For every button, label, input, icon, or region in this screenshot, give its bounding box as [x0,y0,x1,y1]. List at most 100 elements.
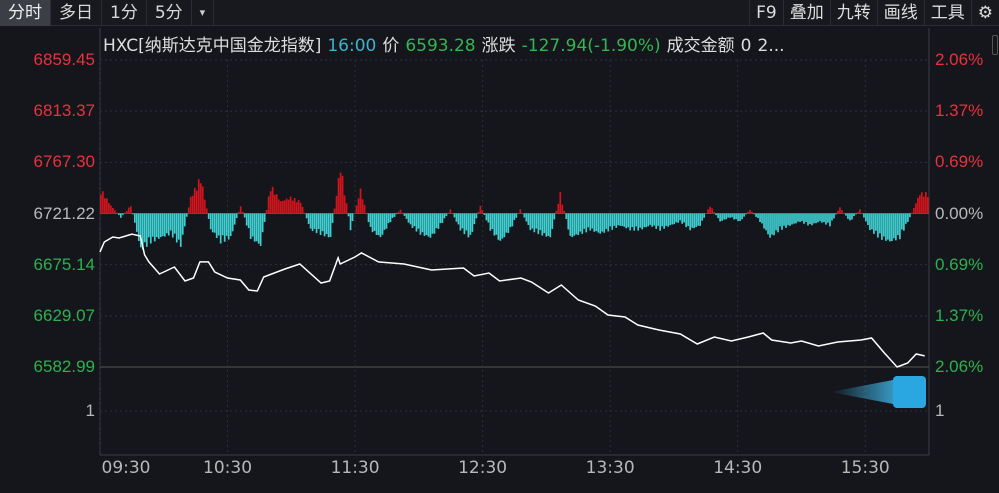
bar-down [207,213,210,219]
bar-down [349,213,352,231]
tools-button[interactable]: 工具 [923,0,971,26]
bar-up [913,207,915,214]
bar-down [883,213,885,237]
x-tick-label: 11:30 [330,458,380,478]
more-info: 2... [757,36,785,56]
bar-down [889,213,891,242]
bar-down [799,213,801,222]
tab-multi-day[interactable]: 多日 [51,0,102,26]
bar-down [419,213,422,235]
bar-down [523,213,526,218]
pct-tick-label: 1.37% [935,305,984,325]
bar-up [839,207,841,214]
bar-down [151,213,154,237]
f9-button[interactable]: F9 [749,0,783,26]
bar-down [153,213,156,242]
bar-down [691,213,693,228]
bar-down [795,213,797,224]
bar-up [357,198,360,214]
bar-down [833,213,835,219]
bar-down [219,213,222,244]
y-tick-label: 6767.30 [33,152,95,172]
tab-intraday[interactable]: 分时 [0,0,51,26]
bar-up [275,194,278,214]
bar-down [163,213,166,237]
y-tick-label: 6629.07 [33,305,95,325]
y-tick-label: 6675.14 [33,254,95,274]
bar-down [379,213,382,238]
bar-down [767,213,769,235]
bar-down [689,213,691,231]
bar-down [457,213,460,225]
bar-up [707,209,709,214]
bar-down [909,213,911,218]
bar-down [727,213,729,218]
bar-up [289,196,292,214]
bar-down [885,213,887,241]
bar-down [509,213,512,228]
draw-line-button[interactable]: 画线 [876,0,924,26]
bar-up [299,202,302,214]
bar-down [643,213,646,228]
bar-up [100,194,102,214]
bar-down [867,213,869,226]
bar-down [445,213,448,217]
bar-down [413,213,416,227]
bar-down [441,213,444,223]
bar-down [565,213,568,220]
bar-up [189,196,192,214]
bar-down [591,213,594,229]
bar-down [901,213,903,230]
bar-up [355,205,358,214]
bar-down [597,213,600,233]
bar-down [483,213,486,215]
overlay-button[interactable]: 叠加 [782,0,830,26]
bar-down [121,213,124,215]
toolbar: 分时 多日 1分 5分 ▾ F9 叠加 九转 画线 工具 ⚙ [0,0,999,26]
bar-down [671,213,674,225]
bar-down [459,213,462,231]
nine-turn-button[interactable]: 九转 [829,0,877,26]
bar-up [197,179,200,214]
bar-down [311,213,314,232]
bar-down [595,213,598,232]
tab-5min[interactable]: 5分 [147,0,192,26]
bar-down [161,213,164,237]
bar-down [389,213,392,223]
bar-down [487,213,490,223]
tab-1min[interactable]: 1分 [102,0,147,26]
bar-down [585,213,588,233]
bar-up [361,199,364,214]
bar-down [805,213,807,222]
bar-down [619,213,622,226]
x-tick-label: 13:30 [585,458,635,478]
bar-down [553,213,556,220]
bar-up [127,207,130,214]
bar-down [431,213,434,234]
bar-down [657,213,660,226]
bar-down [425,213,428,236]
bar-up [447,212,450,214]
bar-down [801,213,803,221]
bar-down [895,213,897,241]
pct-tick-label: 0.69% [935,254,984,274]
scrollbar[interactable] [992,35,998,55]
bar-up [113,210,116,214]
bar-down [893,213,895,239]
bar-down [581,213,584,234]
bar-up [277,199,280,214]
bar-up [363,204,366,214]
bar-down [185,213,188,217]
gear-icon[interactable]: ⚙ [970,0,999,26]
bar-down [627,213,630,228]
bar-down [635,213,638,227]
bar-up [267,196,270,214]
bar-down [849,213,851,221]
bar-down [437,213,440,229]
bar-down [899,213,901,240]
amount-value: 0 [740,36,752,56]
more-periods-dropdown-icon[interactable]: ▾ [192,0,215,26]
bar-up [187,207,190,214]
bar-down [829,213,831,227]
bar-up [709,206,711,214]
